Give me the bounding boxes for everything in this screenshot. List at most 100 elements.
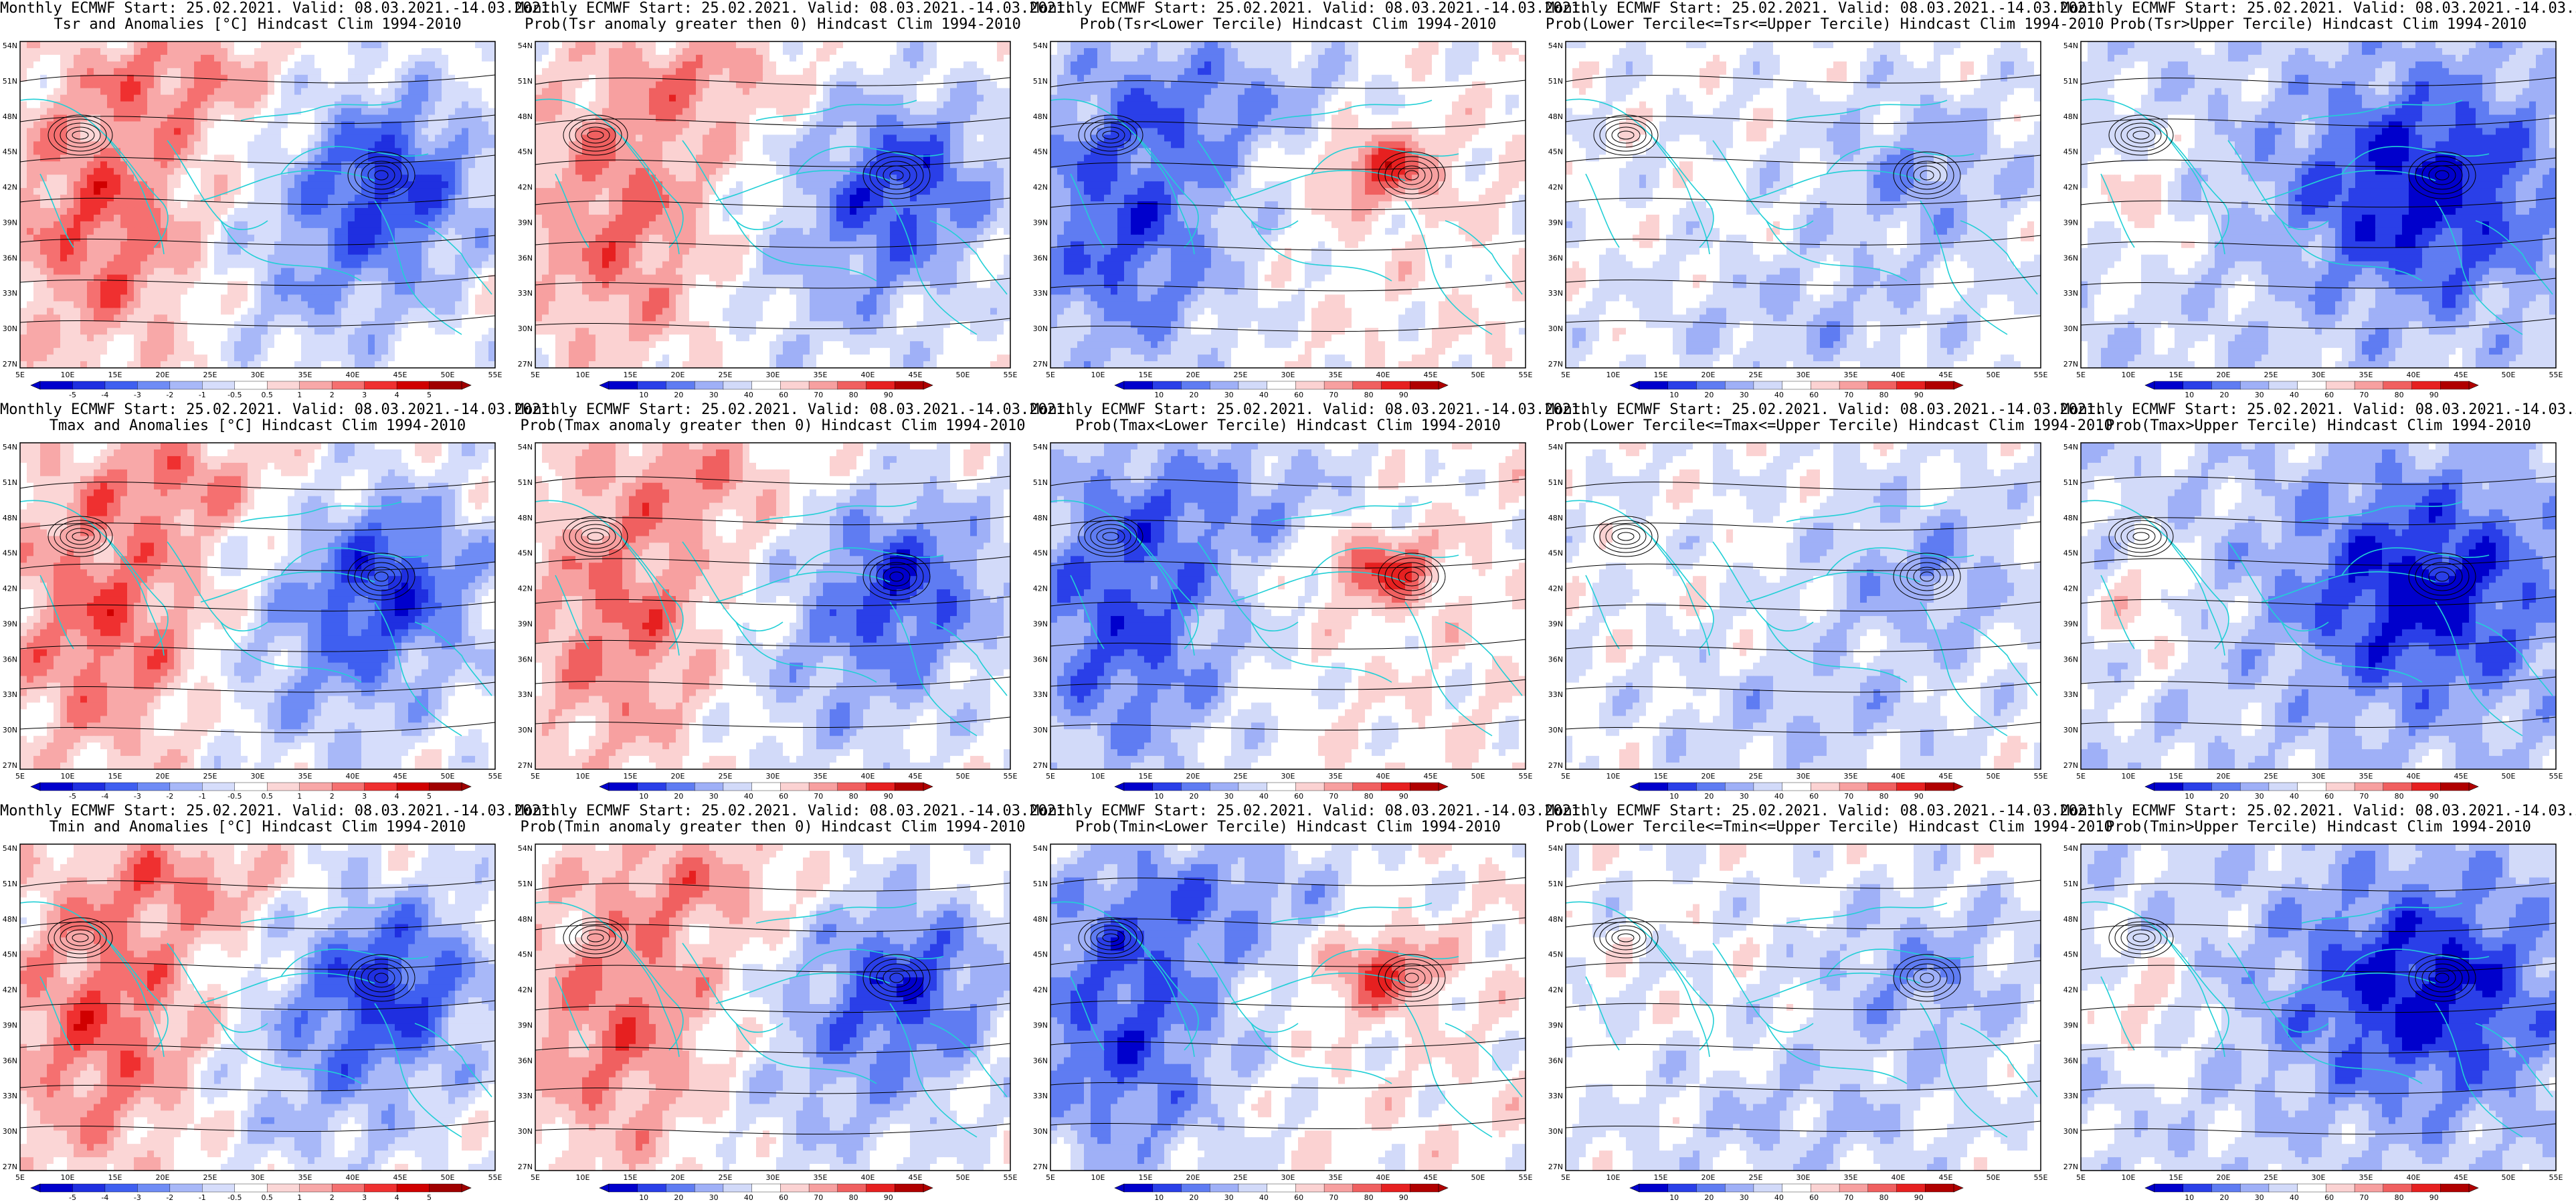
colorbar-tick-label: 10 <box>1669 1193 1679 1202</box>
lat-label: 48N <box>1548 514 1563 522</box>
lon-label: 40E <box>2407 1173 2421 1182</box>
colorbar-tick-label: 70 <box>1844 792 1853 801</box>
coastline-layer <box>1050 500 1523 736</box>
map-panel-9: Monthly ECMWF Start: 25.02.2021. Valid: … <box>1546 401 2113 803</box>
lon-label: 50E <box>2502 371 2516 379</box>
lat-label: 33N <box>2063 1092 2078 1100</box>
map-figure: 54N 51N 48N 45N 42N 39N 36N 33N 30N 27N 5E 10E 15E 20… <box>2063 41 2563 399</box>
map-panel-5: Monthly ECMWF Start: 25.02.2021. Valid: … <box>2061 0 2576 401</box>
lon-label: 35E <box>1329 772 1343 781</box>
lat-label: 36N <box>2063 655 2078 664</box>
map-panel-13: Monthly ECMWF Start: 25.02.2021. Valid: … <box>1030 803 1588 1204</box>
colorbar-tick-label: 1 <box>297 391 302 399</box>
map-panel-4: Monthly ECMWF Start: 25.02.2021. Valid: … <box>1546 0 2104 401</box>
lon-label: 55E <box>1004 1173 1018 1182</box>
lon-label: 5E <box>531 1173 540 1182</box>
temperature-contours <box>535 476 1011 728</box>
lon-label: 10E <box>576 371 590 379</box>
colorbar-tick-label: 40 <box>1259 792 1269 801</box>
lat-label: 30N <box>3 324 17 333</box>
lon-label: 20E <box>1186 772 1200 781</box>
map-panel-12: Monthly ECMWF Start: 25.02.2021. Valid: … <box>515 803 1073 1204</box>
lon-label: 10E <box>2122 371 2136 379</box>
colorbar: 10 20 30 40 60 70 80 90 <box>1629 381 1964 399</box>
lon-label: 45E <box>393 371 407 379</box>
lat-label: 45N <box>1548 148 1563 157</box>
colorbar: 10 20 30 40 60 70 80 90 <box>2144 782 2479 801</box>
coastline-layer <box>2080 500 2553 736</box>
lon-label: 20E <box>1186 1173 1200 1182</box>
lon-label: 15E <box>1654 371 1668 379</box>
lat-label: 30N <box>1033 1127 1048 1136</box>
colorbar-tick-label: 10 <box>2185 391 2194 399</box>
colorbar: 10 20 30 40 60 70 80 90 <box>1114 1183 1449 1202</box>
lat-label: 51N <box>3 880 17 888</box>
lon-label: 35E <box>1329 1173 1343 1182</box>
lat-label: 27N <box>1033 761 1048 770</box>
lon-label: 35E <box>814 371 828 379</box>
lon-label: 20E <box>1701 371 1716 379</box>
lat-label: 48N <box>518 112 533 121</box>
colorbar-tick-label: -3 <box>134 391 141 399</box>
colorbar-tick-label: 20 <box>1704 792 1714 801</box>
map-figure: 54N 51N 48N 45N 42N 39N 36N 33N 30N 27N 5E 10E 15E 20… <box>518 843 1018 1202</box>
lon-label: 25E <box>719 1173 733 1182</box>
colorbar-tick-label: 70 <box>2359 1193 2369 1202</box>
lon-label: 40E <box>1376 772 1390 781</box>
lon-label: 35E <box>1844 371 1858 379</box>
lat-label: 39N <box>518 1021 533 1029</box>
panel-title-line1: Monthly ECMWF Start: 25.02.2021. Valid: … <box>1030 0 1588 17</box>
lon-label: 25E <box>2264 772 2278 781</box>
colorbar-tick-label: 3 <box>362 1193 367 1202</box>
colorbar-tick-label: 40 <box>744 391 753 399</box>
lat-label: 51N <box>1033 77 1048 86</box>
lon-label: 35E <box>1329 371 1343 379</box>
colorbar-tick-label: 90 <box>2429 391 2439 399</box>
lat-label: 42N <box>1033 585 1048 593</box>
lon-label: 55E <box>2034 772 2048 781</box>
lat-label: 45N <box>1033 950 1048 959</box>
colorbar-tick-label: 30 <box>1740 1193 1749 1202</box>
map-panel-6: Monthly ECMWF Start: 25.02.2021. Valid: … <box>0 401 558 803</box>
lon-label: 30E <box>1281 371 1295 379</box>
map-panel-8: Monthly ECMWF Start: 25.02.2021. Valid: … <box>1030 401 1588 803</box>
lat-label: 42N <box>518 986 533 995</box>
panel-title-line2: Prob(Tmin<Lower Tercile) Hindcast Clim 1… <box>1030 819 1546 836</box>
lat-label: 54N <box>3 443 17 452</box>
colorbar-tick-label: -2 <box>166 1193 173 1202</box>
panel-title-line2: Prob(Tsr>Upper Tercile) Hindcast Clim 19… <box>2061 16 2576 33</box>
colorbar-tick-label: -2 <box>166 792 173 801</box>
lon-label: 45E <box>2454 1173 2468 1182</box>
lat-label: 48N <box>518 915 533 924</box>
lat-label: 48N <box>3 112 17 121</box>
colorbar-tick-label: 20 <box>2219 792 2229 801</box>
colorbar-tick-label: 4 <box>395 792 399 801</box>
lat-label: 36N <box>518 254 533 262</box>
colorbar-tick-label: 30 <box>709 1193 719 1202</box>
colorbar-tick-label: 20 <box>674 1193 683 1202</box>
colorbar-tick-label: -3 <box>134 1193 141 1202</box>
lat-label: 45N <box>518 549 533 558</box>
lon-label: 10E <box>2122 772 2136 781</box>
lat-label: 30N <box>1548 726 1563 734</box>
anomaly-field <box>1566 443 2041 770</box>
lon-label: 35E <box>298 1173 312 1182</box>
map-figure: 54N 51N 48N 45N 42N 39N 36N 33N 30N 27N 5E 10E 15E 20… <box>2063 442 2563 801</box>
lat-label: 45N <box>1033 549 1048 558</box>
colorbar-tick-label: -1 <box>199 792 206 801</box>
colorbar: 10 20 30 40 60 70 80 90 <box>599 782 933 801</box>
panel-title-line2: Prob(Tsr<Lower Tercile) Hindcast Clim 19… <box>1030 16 1546 33</box>
lon-label: 40E <box>346 772 360 781</box>
colorbar-tick-label: 20 <box>1704 391 1714 399</box>
lon-label: 50E <box>2502 772 2516 781</box>
anomaly-field <box>2081 844 2557 1171</box>
colorbar-tick-label: 5 <box>427 391 432 399</box>
colorbar-tick-label: 40 <box>1774 391 1784 399</box>
coastline-layer <box>535 500 1008 736</box>
lat-label: 30N <box>3 726 17 734</box>
panel-title-line1: Monthly ECMWF Start: 25.02.2021. Valid: … <box>0 803 558 820</box>
colorbar: 10 20 30 40 60 70 80 90 <box>1114 381 1449 399</box>
lon-label: 15E <box>1139 371 1153 379</box>
lat-label: 42N <box>518 183 533 192</box>
lat-label: 51N <box>2063 880 2078 888</box>
